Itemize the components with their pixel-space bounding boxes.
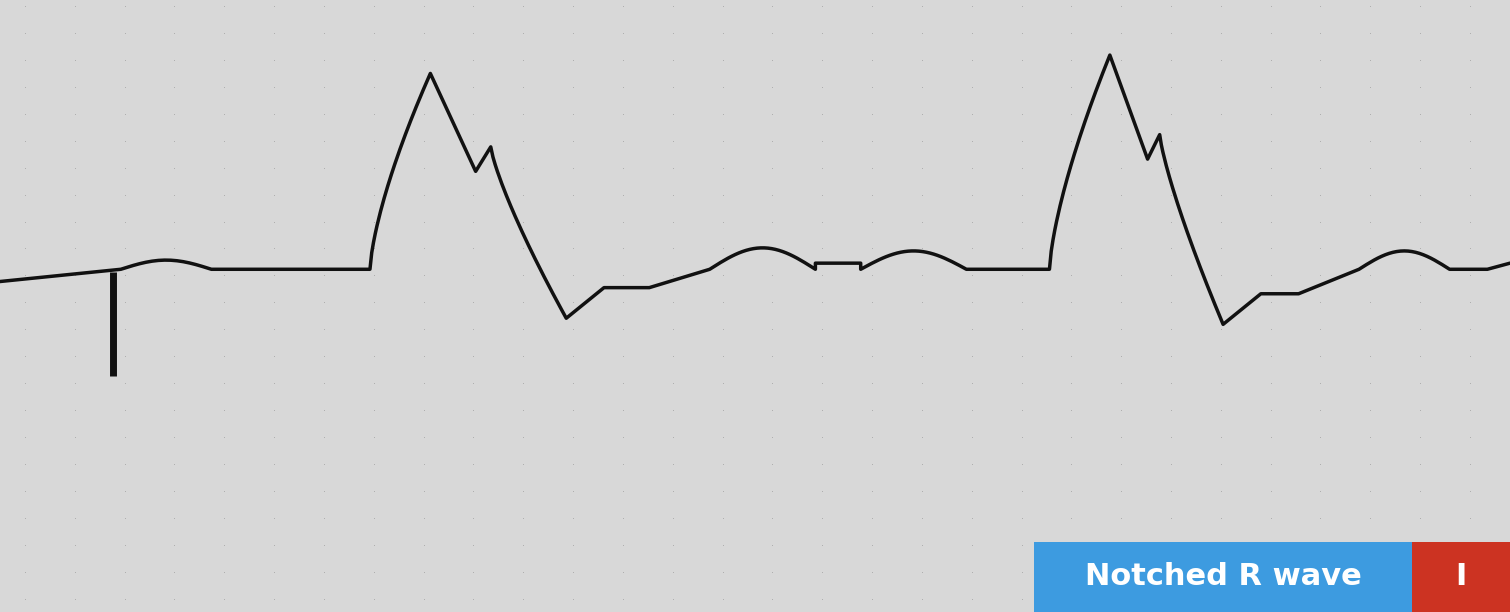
Text: Notched R wave: Notched R wave <box>1084 562 1362 591</box>
Bar <box>1034 542 1412 612</box>
Bar <box>1412 542 1510 612</box>
Text: I: I <box>1456 562 1466 591</box>
